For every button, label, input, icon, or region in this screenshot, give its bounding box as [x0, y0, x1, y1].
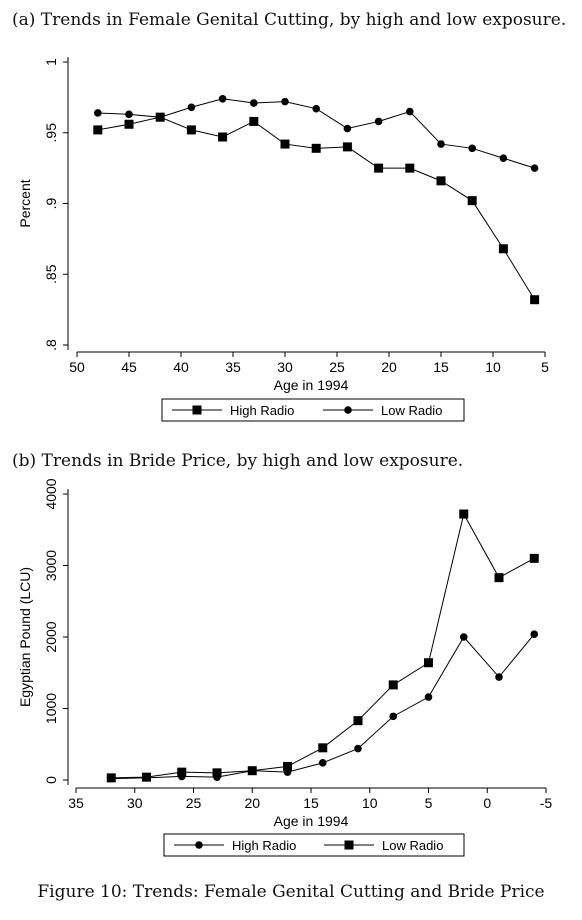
a-point-low-radio [156, 113, 164, 121]
b-point-high-radio [530, 630, 539, 638]
a-x-tick-label: 45 [121, 359, 137, 375]
b-point-low-radio [142, 772, 151, 782]
a-x-tick-label: 15 [433, 359, 449, 375]
a-point-low-radio [187, 103, 196, 112]
b-x-tick-label: 30 [127, 795, 143, 811]
a-point-high-radio [436, 176, 446, 186]
a-x-tick-label: 35 [225, 359, 241, 375]
panel-b-title: (b) Trends in Bride Price, by high and l… [12, 451, 464, 471]
b-point-low-radio [212, 768, 222, 778]
a-point-low-radio [406, 107, 414, 116]
a-point-low-radio [468, 144, 477, 153]
a-point-low-radio [94, 109, 102, 117]
b-point-low-radio [247, 766, 257, 776]
b-point-high-radio [318, 759, 327, 767]
panel-a-title: (a) Trends in Female Genital Cutting, by… [12, 10, 567, 30]
a-point-low-radio [343, 124, 352, 133]
b-x-tick-label: 0 [483, 795, 491, 811]
a-x-tick-label: 20 [381, 359, 397, 375]
b-y-tick-label: 1000 [43, 693, 59, 724]
a-point-low-radio [218, 94, 227, 103]
b-x-tick-label: 20 [244, 795, 260, 811]
a-point-high-radio [218, 132, 228, 142]
a-y-tick-label: .8 [43, 339, 59, 351]
a-x-axis-label: Age in 1994 [274, 377, 349, 393]
b-series-line-low-radio [111, 512, 535, 779]
a-x-tick-label: 30 [277, 359, 293, 375]
a-legend-label-high-radio: High Radio [230, 403, 294, 418]
b-x-tick-label: 25 [186, 795, 202, 811]
a-legend-label-low-radio: Low Radio [381, 403, 442, 418]
b-x-tick-label: 5 [425, 795, 433, 811]
b-point-high-radio [459, 633, 468, 641]
a-point-low-radio [250, 99, 258, 107]
a-point-low-radio [437, 140, 445, 148]
b-point-low-radio [388, 680, 398, 690]
b-x-axis-label: Age in 1994 [274, 813, 349, 829]
b-y-tick-label: 3000 [43, 550, 59, 581]
a-x-tick-label: 5 [541, 359, 549, 375]
a-legend-marker-low-radio [344, 406, 352, 414]
a-y-tick-label: .9 [43, 197, 59, 209]
a-x-tick-label: 10 [485, 359, 501, 375]
a-point-low-radio [281, 97, 289, 106]
a-point-high-radio [124, 119, 134, 129]
bride-price-chart: 0 1000 2000 3000 4000 35 30 25 20 15 10 5 0 -5 Age in … [17, 478, 553, 857]
b-y-axis-label: Egyptian Pound (LCU) [17, 567, 33, 707]
a-y-tick-label: .95 [43, 123, 59, 143]
a-point-high-radio [530, 295, 540, 305]
a-point-low-radio [499, 154, 508, 163]
a-point-low-radio [374, 117, 383, 126]
a-point-high-radio [374, 163, 384, 173]
a-legend-marker-high-radio [192, 405, 202, 415]
b-point-low-radio [318, 743, 328, 753]
b-series-line-high-radio [111, 633, 535, 780]
b-point-low-radio [529, 553, 539, 563]
a-y-tick-label: .85 [43, 264, 59, 284]
a-point-high-radio [405, 163, 415, 173]
b-point-low-radio [283, 761, 292, 771]
a-x-tick-label: 40 [173, 359, 189, 375]
b-x-tick-label: 10 [362, 795, 378, 811]
fgc-chart: .8 .85 .9 .95 1 50 45 40 35 30 25 20 15 10 5 Age in 199… [17, 57, 549, 422]
b-point-low-radio [106, 773, 116, 783]
a-point-low-radio [312, 104, 321, 113]
b-legend-label-high-radio: High Radio [232, 838, 296, 853]
a-point-high-radio [93, 125, 103, 135]
b-legend-marker-low-radio [344, 840, 354, 850]
b-point-low-radio [494, 573, 504, 583]
b-x-tick-label: 35 [68, 795, 84, 811]
b-y-tick-label: 2000 [43, 621, 59, 652]
b-x-tick-label: 15 [303, 795, 319, 811]
b-x-tick-label: -5 [540, 795, 553, 811]
b-point-high-radio [424, 693, 433, 701]
a-point-low-radio [530, 164, 539, 172]
b-point-low-radio [459, 509, 469, 519]
a-x-tick-label: 25 [329, 359, 345, 375]
a-point-high-radio [249, 116, 259, 126]
a-point-high-radio [186, 125, 196, 135]
b-point-low-radio [353, 716, 363, 726]
b-y-tick-label: 4000 [43, 478, 59, 509]
b-legend-marker-high-radio [195, 841, 203, 849]
a-y-tick-label: 1 [43, 58, 59, 66]
a-legend [161, 398, 465, 422]
a-point-high-radio [467, 196, 477, 206]
a-point-high-radio [342, 142, 352, 152]
b-point-low-radio [424, 658, 433, 668]
a-x-tick-label: 50 [69, 359, 85, 375]
b-legend-label-low-radio: Low Radio [382, 838, 443, 853]
b-point-high-radio [495, 673, 503, 681]
b-y-tick-label: 0 [43, 776, 59, 784]
a-y-axis-label: Percent [17, 179, 33, 227]
a-point-low-radio [125, 110, 133, 119]
b-point-low-radio [177, 767, 187, 777]
figure-caption: Figure 10: Trends: Female Genital Cuttin… [37, 882, 545, 902]
a-point-high-radio [498, 244, 508, 254]
b-point-high-radio [389, 712, 398, 721]
a-point-high-radio [280, 139, 290, 149]
b-legend [163, 833, 465, 857]
b-point-high-radio [354, 744, 362, 753]
a-point-high-radio [311, 143, 321, 153]
